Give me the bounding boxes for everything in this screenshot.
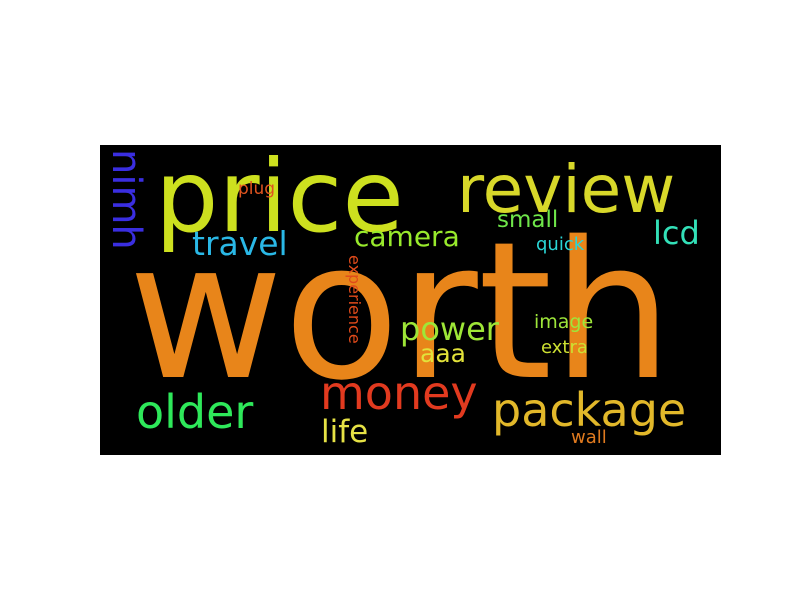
word-cloud: worth price review nimh plug travel came… <box>100 145 721 455</box>
word-travel: travel <box>192 224 288 263</box>
word-older: older <box>136 385 254 439</box>
word-small: small <box>497 207 559 233</box>
word-lcd: lcd <box>653 214 700 252</box>
word-nimh: nimh <box>103 149 149 250</box>
word-aaa: aaa <box>420 339 466 368</box>
word-image: image <box>534 311 594 333</box>
word-plug: plug <box>238 179 276 199</box>
word-worth: worth <box>128 201 673 422</box>
word-money: money <box>320 366 478 420</box>
word-review: review <box>457 151 676 228</box>
word-power: power <box>400 310 499 348</box>
word-extra: extra <box>541 337 588 358</box>
word-camera: camera <box>354 220 460 253</box>
word-life: life <box>321 414 369 450</box>
word-quick: quick <box>536 234 585 255</box>
word-price: price <box>155 145 404 255</box>
word-experience: experience <box>345 255 364 344</box>
word-wall: wall <box>571 427 607 448</box>
word-package: package <box>492 383 687 437</box>
